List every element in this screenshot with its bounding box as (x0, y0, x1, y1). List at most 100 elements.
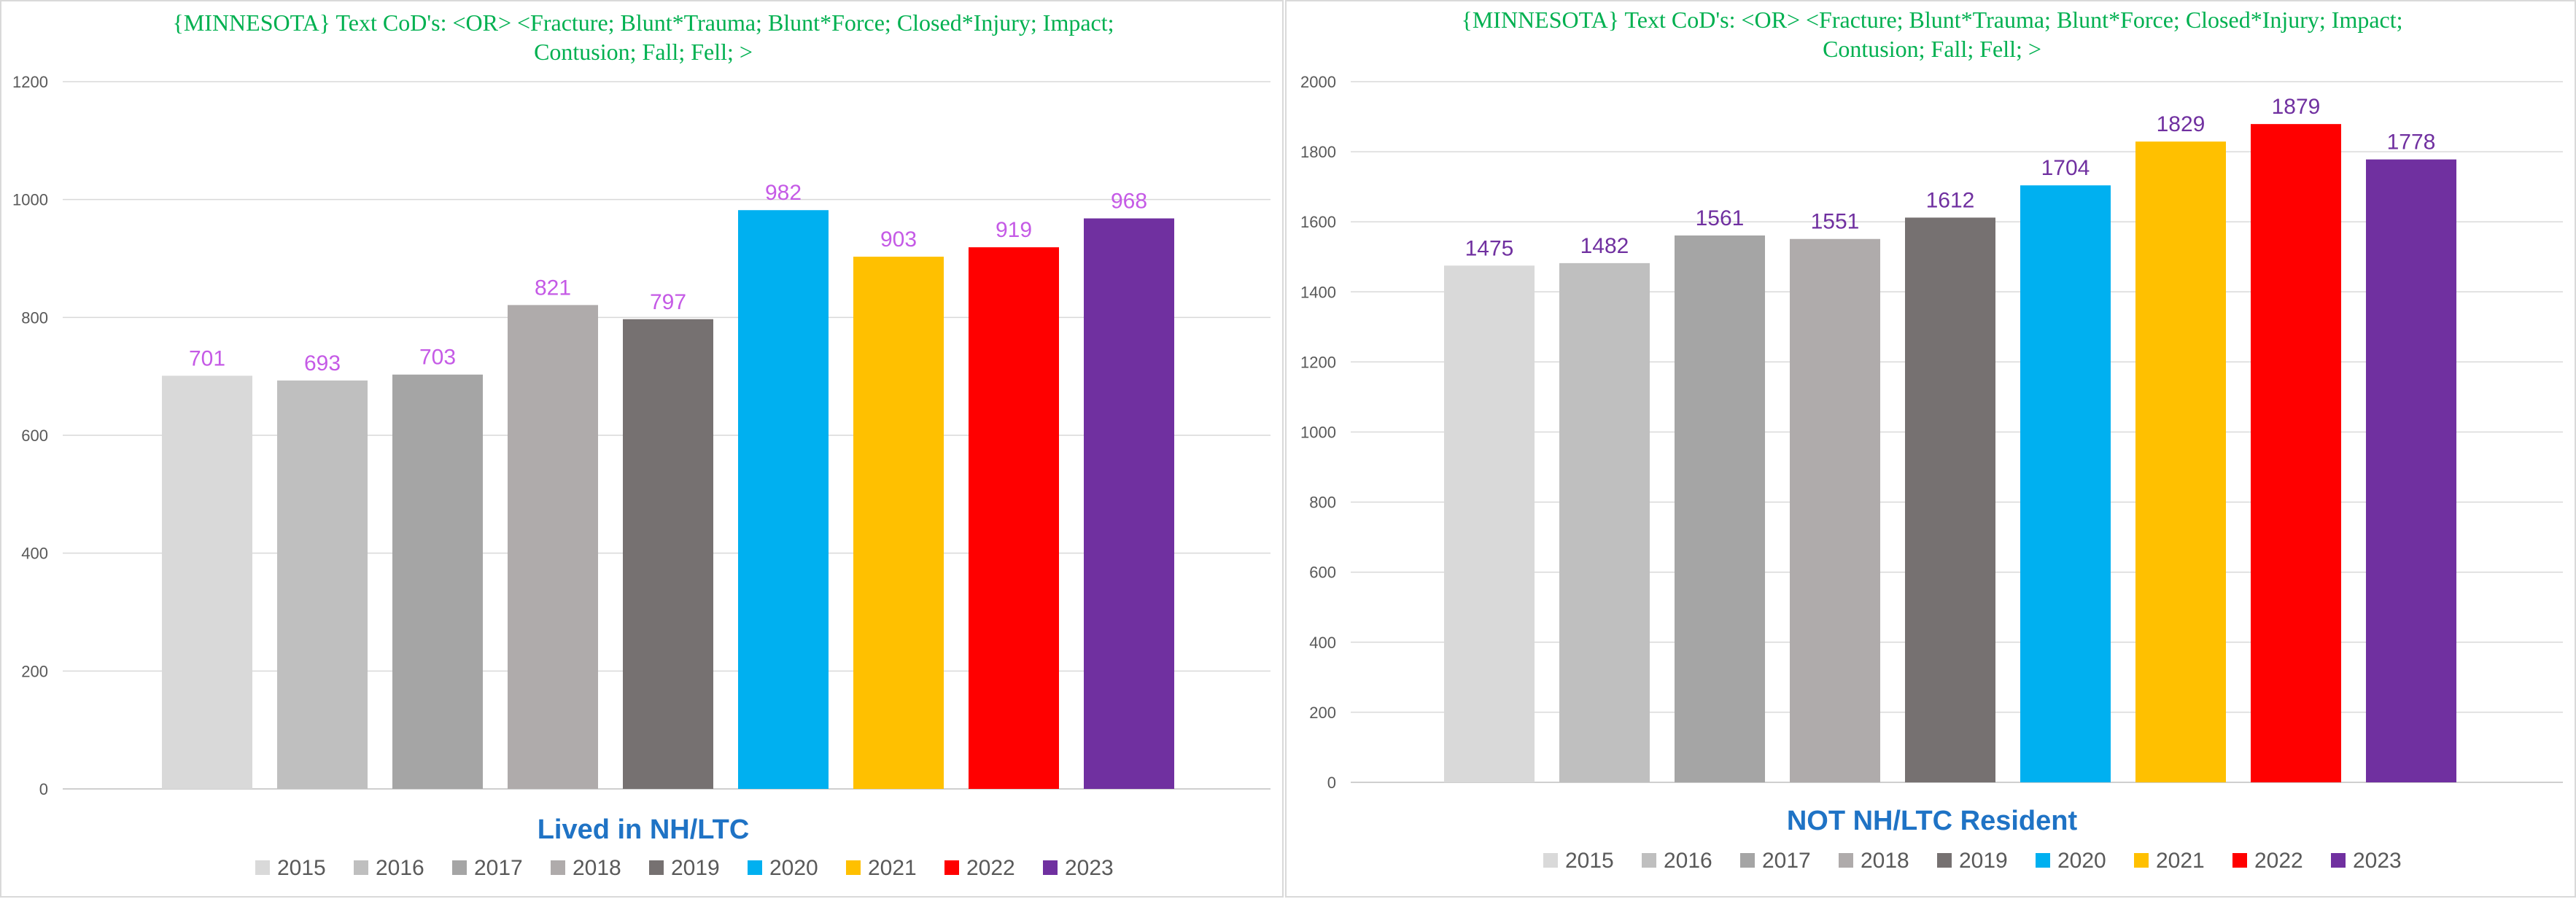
bar-2015 (1444, 265, 1535, 782)
y-tick-label: 1600 (1300, 213, 1336, 231)
legend-label: 2022 (966, 856, 1015, 880)
data-label: 701 (189, 346, 225, 370)
y-tick-label: 400 (21, 545, 48, 563)
y-tick-label: 1400 (1300, 283, 1336, 301)
legend-swatch-2023 (1043, 860, 1058, 875)
legend-swatch-2022 (944, 860, 959, 875)
y-tick-label: 400 (1309, 634, 1336, 652)
data-label: 797 (650, 290, 686, 314)
bar-2017 (392, 374, 483, 789)
y-tick-label: 1000 (12, 191, 48, 209)
bar-chart-nh-ltc: {MINNESOTA} Text CoD's: <OR> <Fracture; … (12, 9, 1270, 880)
bar-2015 (162, 375, 252, 789)
legend-swatch-2019 (1937, 853, 1952, 868)
legend-swatch-2018 (1839, 853, 1853, 868)
bar-2020 (738, 210, 829, 789)
y-tick-label: 2000 (1300, 73, 1336, 91)
data-label: 1551 (1811, 210, 1860, 234)
legend-swatch-2017 (452, 860, 467, 875)
bar-2021 (2135, 141, 2226, 782)
y-tick-label: 1000 (1300, 424, 1336, 442)
y-tick-label: 0 (39, 780, 48, 798)
legend-swatch-2015 (1543, 853, 1558, 868)
legend-label: 2017 (1762, 849, 1811, 873)
data-label: 1778 (2387, 131, 2436, 155)
legend-swatch-2016 (1642, 853, 1656, 868)
data-label: 982 (765, 181, 802, 205)
y-tick-label: 1200 (12, 73, 48, 91)
legend-label: 2016 (376, 856, 424, 880)
legend-label: 2023 (2353, 849, 2402, 873)
legend-swatch-2021 (2134, 853, 2149, 868)
data-label: 1482 (1580, 234, 1629, 258)
bar-2017 (1675, 235, 1765, 782)
data-label: 968 (1111, 190, 1147, 214)
bar-2022 (969, 247, 1059, 789)
data-label: 903 (880, 227, 917, 252)
data-label: 703 (419, 346, 456, 370)
x-axis-title: Lived in NH/LTC (538, 814, 750, 845)
legend-label: 2016 (1664, 849, 1712, 873)
data-label: 1829 (2157, 112, 2205, 136)
bar-2023 (2366, 159, 2456, 782)
data-label: 1561 (1696, 206, 1745, 230)
y-tick-label: 800 (1309, 494, 1336, 512)
legend-label: 2017 (474, 856, 523, 880)
legend-swatch-2019 (649, 860, 664, 875)
legend-swatch-2022 (2232, 853, 2247, 868)
legend-swatch-2018 (551, 860, 565, 875)
bar-2023 (1084, 218, 1174, 789)
data-label: 919 (996, 218, 1032, 242)
legend-label: 2018 (573, 856, 621, 880)
legend-label: 2019 (671, 856, 720, 880)
data-label: 693 (304, 351, 341, 375)
y-tick-label: 800 (21, 308, 48, 327)
y-tick-label: 1200 (1300, 353, 1336, 371)
data-label: 1475 (1465, 236, 1514, 260)
y-tick-label: 600 (21, 427, 48, 445)
y-tick-label: 600 (1309, 564, 1336, 582)
chart-title-line: Contusion; Fall; Fell; > (1823, 36, 2041, 62)
bar-2016 (1559, 262, 1650, 782)
legend-label: 2015 (1565, 849, 1614, 873)
bar-2018 (1790, 238, 1880, 782)
legend-swatch-2017 (1740, 853, 1755, 868)
legend-label: 2023 (1065, 856, 1114, 880)
chart-panel-not-nh-ltc: {MINNESOTA} Text CoD's: <OR> <Fracture; … (1285, 0, 2576, 898)
legend-label: 2021 (868, 856, 917, 880)
legend-label: 2021 (2156, 849, 2205, 873)
legend-swatch-2020 (748, 860, 762, 875)
legend-swatch-2023 (2331, 853, 2346, 868)
legend-label: 2018 (1861, 849, 1909, 873)
y-tick-label: 0 (1327, 774, 1336, 792)
bar-2021 (853, 257, 944, 789)
data-label: 1704 (2041, 156, 2090, 180)
bar-2018 (508, 305, 598, 789)
bar-2019 (623, 319, 713, 790)
chart-title-line: {MINNESOTA} Text CoD's: <OR> <Fracture; … (172, 9, 1114, 36)
chart-title-line: {MINNESOTA} Text CoD's: <OR> <Fracture; … (1461, 7, 2402, 33)
x-axis-title: NOT NH/LTC Resident (1787, 806, 2078, 836)
legend-label: 2020 (769, 856, 818, 880)
legend-swatch-2020 (2036, 853, 2050, 868)
chart-panel-nh-ltc: {MINNESOTA} Text CoD's: <OR> <Fracture; … (0, 0, 1284, 898)
bar-2022 (2251, 124, 2341, 782)
legend-label: 2019 (1959, 849, 2008, 873)
bar-2020 (2020, 185, 2111, 782)
chart-title-line: Contusion; Fall; Fell; > (534, 39, 753, 65)
bar-2019 (1905, 217, 1995, 783)
data-label: 1879 (2272, 95, 2321, 119)
bar-chart-not-nh-ltc: {MINNESOTA} Text CoD's: <OR> <Fracture; … (1300, 7, 2563, 873)
legend-label: 2020 (2057, 849, 2106, 873)
bar-2016 (277, 380, 368, 789)
y-tick-label: 200 (1309, 704, 1336, 722)
legend-swatch-2021 (846, 860, 861, 875)
data-label: 1612 (1926, 188, 1975, 212)
y-tick-label: 1800 (1300, 143, 1336, 161)
y-tick-label: 200 (21, 662, 48, 680)
legend-swatch-2016 (354, 860, 368, 875)
data-label: 821 (535, 276, 571, 300)
legend-label: 2015 (277, 856, 326, 880)
legend-label: 2022 (2254, 849, 2303, 873)
legend-swatch-2015 (255, 860, 270, 875)
